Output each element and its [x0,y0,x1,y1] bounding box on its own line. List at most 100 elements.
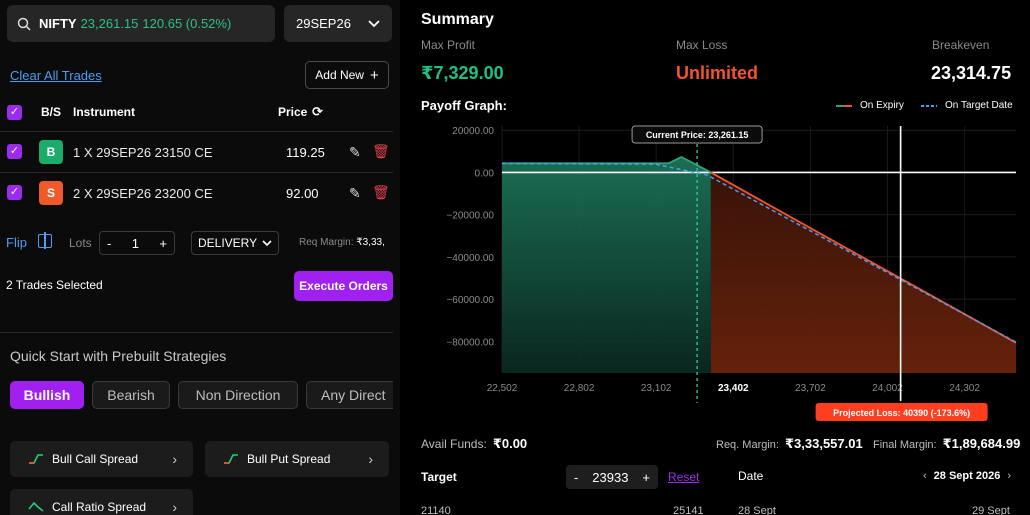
lots-stepper[interactable]: - 1 + [99,231,175,255]
x-tick-label: 23,702 [795,383,826,394]
quick-start-title: Quick Start with Prebuilt Strategies [10,348,227,364]
trade-instrument: 2 X 29SEP26 23200 CE [73,186,213,201]
plus-icon[interactable]: + [642,469,650,485]
reset-link[interactable]: Reset [668,470,700,484]
edit-icon[interactable]: ✎ [349,185,361,201]
final-margin-label: Final Margin: [873,439,937,451]
side-badge[interactable]: S [39,181,63,205]
legend-label: On Target Date [945,100,1013,111]
y-tick-label: −60000.00 [446,295,494,306]
max-loss-label: Max Loss [676,38,728,52]
refresh-icon[interactable]: ⟳ [312,104,323,119]
trash-icon[interactable]: 🗑 [372,184,390,200]
tab-non-direction[interactable]: Non Direction [178,381,298,409]
chevron-right-icon[interactable]: › [1007,470,1011,482]
plus-icon[interactable]: + [159,235,167,251]
target-row-date1: 28 Sept [738,505,776,515]
date-value: 28 Sept 2026 [933,470,1001,482]
trade-checkbox[interactable]: ✓ [7,144,22,159]
strategy-call-ratio-spread[interactable]: Call Ratio Spread › [10,489,193,515]
summary-panel: Summary Max Profit Max Loss Breakeven ₹7… [400,0,1030,515]
minus-icon[interactable]: - [574,469,579,485]
flip-icon[interactable] [38,232,52,249]
date-selector[interactable]: ‹ 28 Sept 2026 › [916,470,1018,482]
target-stepper[interactable]: - 23933 + [566,465,658,489]
tab-any-direction[interactable]: Any Direct [306,381,393,409]
chevron-left-icon[interactable]: ‹ [923,470,927,482]
clear-all-trades-link[interactable]: Clear All Trades [10,68,102,83]
select-all-checkbox[interactable]: ✓ [7,105,22,120]
lots-value[interactable]: 1 [131,235,139,251]
breakeven-value: 23,314.75 [931,63,1012,83]
instrument-header: Instrument [73,105,136,119]
x-tick-label: 22,502 [487,383,518,394]
avail-funds-value: ₹0.00 [492,436,528,451]
side-badge[interactable]: B [39,140,63,164]
chevron-right-icon: › [172,499,177,515]
expiry-value: 29SEP26 [296,16,351,31]
divider [0,131,393,132]
tab-bearish[interactable]: Bearish [92,381,170,409]
chevron-down-icon [262,239,272,246]
avail-funds: Avail Funds: ₹0.00 [421,436,527,452]
summary-title: Summary [421,11,494,28]
minus-icon[interactable]: - [107,235,112,251]
target-row-mid: 25141 [673,505,704,515]
trade-row: ✓ S 2 X 29SEP26 23200 CE 92.00 ✎ 🗑 [0,173,393,213]
target-value[interactable]: 23933 [592,469,629,485]
add-new-label: Add New [315,68,364,82]
current-price-label: Current Price: 23,261.15 [646,130,749,140]
execute-orders-button[interactable]: Execute Orders [294,271,393,301]
trade-price[interactable]: 92.00 [286,186,319,201]
price-header: Price [278,105,308,119]
payoff-chart[interactable]: 20000.00 0.00 −20000.00 −40000.00 −60000.00 −… [400,118,1030,428]
strategy-label: Bull Put Spread [247,452,331,466]
bs-header: B/S [41,105,62,119]
trade-panel: NIFTY 23,261.15 120.65 (0.52%) 29SEP26 C… [0,0,400,515]
req-margin-value: ₹3,33,557.01 [784,436,863,451]
divider [0,332,393,333]
breakeven-label: Breakeven [932,38,990,52]
instrument-search[interactable]: NIFTY 23,261.15 120.65 (0.52%) [7,5,275,42]
ticker-change: 120.65 (0.52%) [142,16,232,31]
edit-icon[interactable]: ✎ [349,144,361,160]
strategy-bull-put-spread[interactable]: Bull Put Spread › [205,441,389,477]
legend-on-target[interactable]: On Target Date [921,100,1013,111]
flip-button[interactable]: Flip [6,235,27,250]
product-select[interactable]: DELIVERY [191,231,279,255]
current-price-tooltip [631,125,763,144]
y-tick-label: 20000.00 [452,126,494,137]
trade-checkbox[interactable]: ✓ [7,185,22,200]
trade-price[interactable]: 119.25 [286,145,325,160]
tab-bullish[interactable]: Bullish [10,381,84,409]
date-label: Date [738,469,764,483]
on-expiry-line[interactable] [502,155,712,174]
legend-on-expiry[interactable]: On Expiry [836,100,904,111]
chevron-down-icon [368,19,380,27]
trade-instrument: 1 X 29SEP26 23150 CE [73,145,213,160]
req-margin-label: Req Margin: [299,237,354,248]
trade-row: ✓ B 1 X 29SEP26 23150 CE 119.25 ✎ 🗑 [0,132,393,172]
call-ratio-spread-icon [28,501,44,512]
search-icon [17,17,31,31]
divider [0,172,393,173]
on-target-date-line[interactable] [501,162,1017,343]
x-tick-label: 24,302 [949,383,980,394]
legend-label: On Expiry [860,100,904,111]
legend-swatch [921,104,937,107]
legend-swatch [836,104,852,107]
avail-funds-label: Avail Funds: [421,437,487,451]
strategy-label: Bull Call Spread [52,452,139,466]
chevron-right-icon: › [172,451,177,467]
strategy-bull-call-spread[interactable]: Bull Call Spread › [10,441,193,477]
x-tick-label: 24,002 [872,383,903,394]
payoff-graph-title: Payoff Graph: [421,98,507,113]
trades-selected-text: 2 Trades Selected [6,278,103,292]
trash-icon[interactable]: 🗑 [372,143,390,159]
y-tick-label: 0.00 [475,168,495,179]
expiry-select[interactable]: 29SEP26 [284,5,392,42]
add-new-button[interactable]: Add New + [305,61,389,89]
product-value: DELIVERY [198,236,258,250]
plus-icon: + [369,66,379,84]
